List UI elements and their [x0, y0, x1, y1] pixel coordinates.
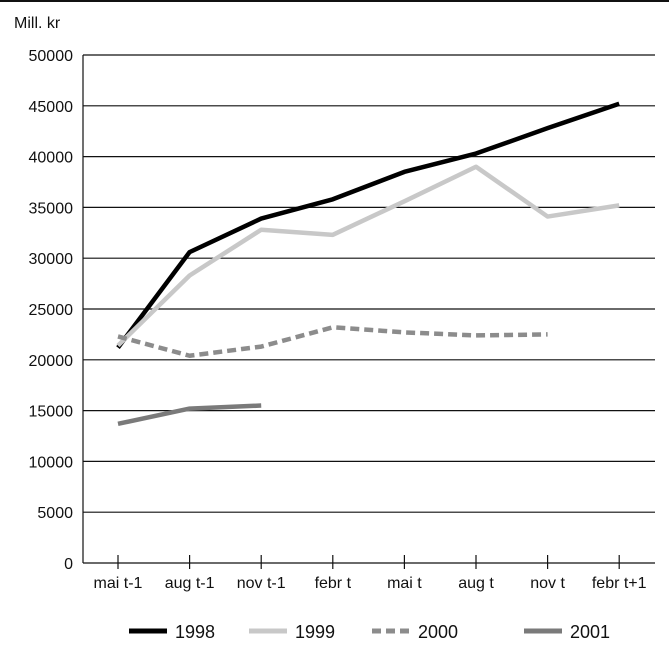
legend-label: 2001: [570, 622, 610, 642]
x-tick-label: aug t: [458, 575, 494, 592]
y-tick-label: 5000: [37, 505, 73, 522]
gridlines: [83, 54, 655, 513]
legend-item-1999: 1999: [249, 622, 335, 642]
x-tick-label: mai t: [387, 575, 422, 592]
series-line-2001: [117, 403, 262, 427]
series-line-2000: [117, 325, 548, 358]
y-axis-label: Mill. kr: [14, 15, 61, 32]
legend-item-2000: 2000: [372, 622, 458, 642]
legend-label: 1999: [295, 622, 335, 642]
y-tick-label: 40000: [29, 150, 74, 167]
y-tick-label: 45000: [29, 99, 74, 116]
x-axis: mai t-1 aug t-1 nov t-1 febr t mai t aug t nov…: [82, 55, 655, 592]
legend-label: 1998: [175, 622, 215, 642]
y-tick-label: 10000: [29, 454, 74, 471]
series-line-1999: [116, 164, 620, 348]
legend-item-2001: 2001: [524, 622, 610, 642]
x-tick-label: mai t-1: [94, 575, 143, 592]
y-tick-label: 50000: [29, 48, 74, 65]
y-tick-label: 20000: [29, 353, 74, 370]
legend: 1998 1999 2000 2001: [129, 622, 610, 642]
y-tick-label: 30000: [29, 251, 74, 268]
y-tick-label: 25000: [29, 302, 74, 319]
top-rule: [0, 0, 669, 2]
x-tick-label: nov t-1: [237, 575, 286, 592]
legend-item-1998: 1998: [129, 622, 215, 642]
y-tick-labels: 0 5000 10000 15000 20000 25000 30000 35000 40000…: [29, 48, 74, 573]
series-lines: [116, 101, 620, 427]
x-tick-label: febr t: [315, 575, 352, 592]
x-tick-label: febr t+1: [592, 575, 647, 592]
y-tick-label: 35000: [29, 200, 74, 217]
y-tick-label: 15000: [29, 404, 74, 421]
series-line-1998: [116, 101, 620, 349]
legend-label: 2000: [418, 622, 458, 642]
y-tick-label: 0: [64, 556, 73, 573]
x-tick-label: nov t: [530, 575, 565, 592]
x-tick-label: aug t-1: [165, 575, 215, 592]
